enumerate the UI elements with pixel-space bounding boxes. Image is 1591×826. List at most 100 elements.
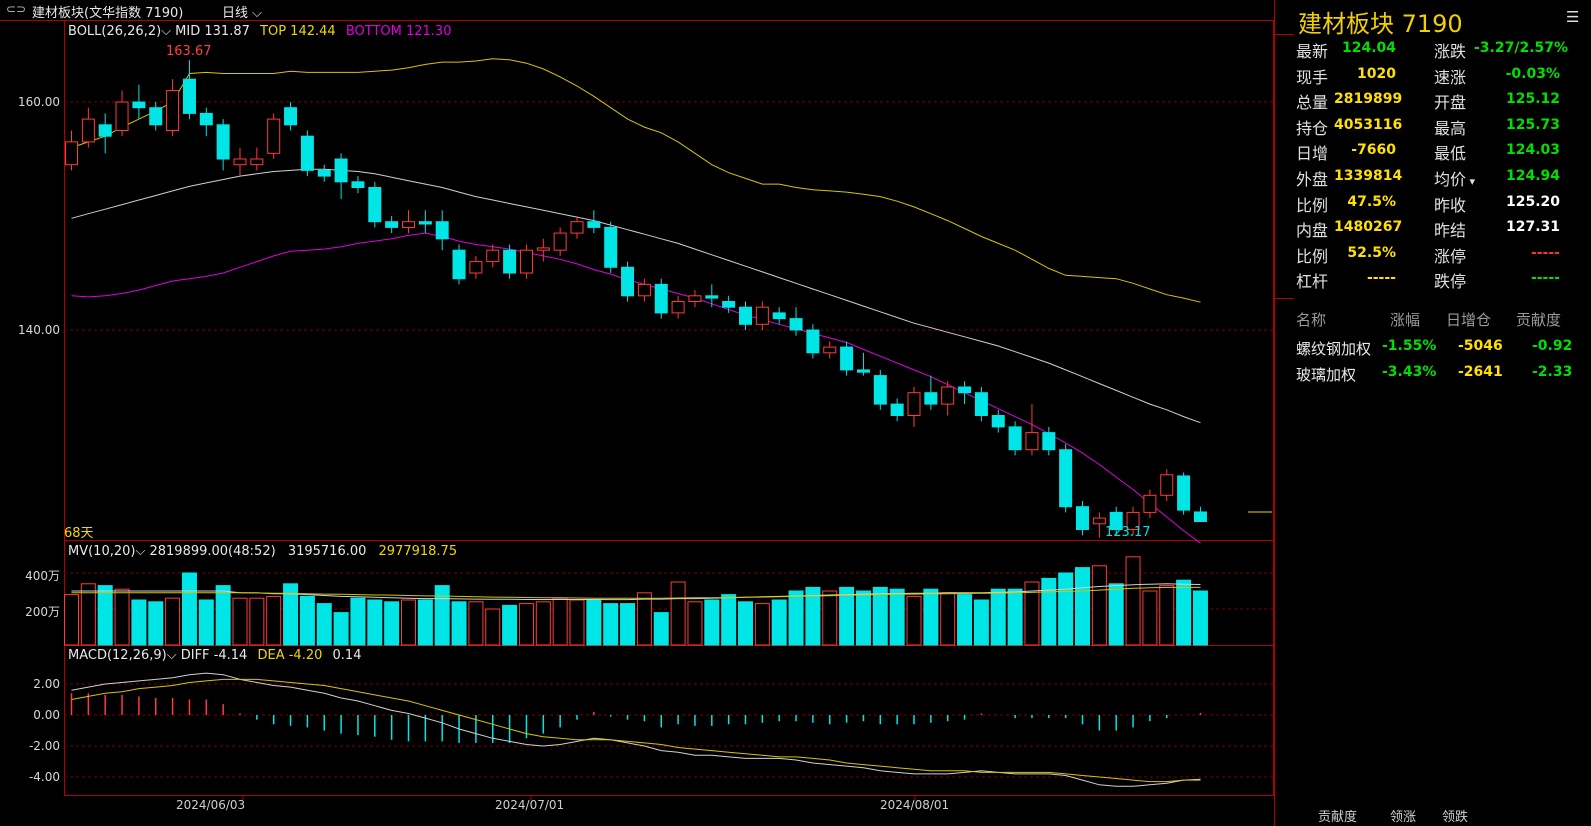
tab-contribution[interactable]: 贡献度 [1318, 810, 1358, 825]
candle [688, 295, 702, 302]
candle [351, 181, 365, 189]
candle [1126, 511, 1140, 531]
mv-ma20-value: 2977918.75 [378, 544, 458, 559]
boll-bottom-label: BOTTOM [345, 24, 402, 39]
candle [604, 226, 618, 268]
contrib-row[interactable]: 螺纹钢加权 -1.55% -5046 -0.92 [1294, 338, 1591, 360]
y-axis-label: 140.00 [18, 323, 60, 337]
volume-bar [232, 597, 248, 646]
contrib-column-header[interactable]: 日增仓 [1446, 311, 1492, 329]
macd-name[interactable]: MACD(12,26,9) [68, 648, 167, 663]
volume-bar [586, 599, 602, 646]
quote-value: -0.03% [1505, 65, 1560, 82]
candle [671, 301, 685, 314]
mv-name[interactable]: MV(10,20) [68, 544, 136, 559]
tab-top-gainers[interactable]: 领涨 [1390, 810, 1417, 825]
contrib-cell: -1.55% [1382, 338, 1437, 354]
candle [705, 295, 719, 299]
contrib-cell: -3.43% [1382, 364, 1437, 380]
chart-area[interactable] [0, 0, 1294, 826]
instrument-title[interactable]: 建材板块(文华指数 7190) [32, 6, 184, 21]
chevron-down-icon[interactable]: ⌵ [161, 24, 176, 39]
contrib-column-header[interactable]: 贡献度 [1516, 311, 1562, 329]
candle [115, 101, 129, 131]
volume-bar [738, 601, 753, 646]
macd-legend[interactable]: MACD(12,26,9)⌵ DIFF -4.14 DEA -4.20 0.14 [68, 648, 361, 663]
macd-diff-label: DIFF [180, 648, 210, 663]
candle [233, 158, 247, 166]
volume-bar [569, 599, 585, 646]
mv-legend[interactable]: MV(10,20)⌵ 2819899.00(48:52) 3195716.00 … [68, 544, 457, 559]
candle [284, 107, 298, 126]
contrib-row[interactable]: 玻璃加权 -3.43% -2641 -2.33 [1294, 364, 1591, 386]
boll-mid-value: 131.87 [204, 24, 250, 39]
volume-bar [181, 572, 197, 646]
candle [1008, 426, 1022, 451]
candle [1193, 511, 1207, 523]
candle [823, 346, 837, 354]
volume-bar [889, 588, 905, 646]
boll-mid-label: MID [175, 24, 201, 39]
tab-top-losers[interactable]: 领跌 [1442, 810, 1469, 825]
contrib-column-header[interactable]: 涨幅 [1390, 311, 1421, 329]
candle [924, 392, 938, 405]
caret-down-icon[interactable]: ▾ [1466, 175, 1476, 188]
volume-bar [518, 603, 534, 646]
quote-label: 最低 [1434, 144, 1467, 164]
contrib-cell: -2641 [1458, 364, 1503, 380]
volume-bar [1142, 590, 1158, 646]
boll-top-line [71, 58, 1201, 303]
volume-bar [872, 586, 888, 646]
quote-label: 均价 ▾ [1434, 170, 1476, 189]
volume-bar [1159, 585, 1175, 646]
candle [435, 221, 449, 240]
y-axis-label: 160.00 [18, 95, 60, 109]
volume-bar [249, 597, 265, 646]
candle [587, 221, 601, 228]
chevron-down-icon[interactable]: ⌵ [166, 648, 181, 663]
contrib-cell: -0.92 [1532, 338, 1573, 354]
candle [722, 301, 736, 308]
link-icon[interactable]: ⊂⊃ [6, 2, 27, 16]
volume-bar [384, 601, 400, 646]
candle [317, 169, 331, 177]
candle [536, 247, 550, 251]
volume-bar [990, 588, 1006, 646]
chart-title-bar: ⊂⊃ 建材板块(文华指数 7190) 日线 ⌵ [0, 0, 1294, 21]
candle [385, 221, 399, 228]
chevron-down-icon[interactable]: ⌵ [135, 544, 150, 559]
macd-value: 0.14 [332, 648, 362, 663]
quote-label: 持仓 [1296, 118, 1329, 138]
contrib-cell: 螺纹钢加权 [1296, 340, 1372, 358]
contrib-column-header[interactable]: 名称 [1296, 311, 1327, 329]
contrib-cell: -5046 [1458, 338, 1503, 354]
boll-bottom-value: 121.30 [405, 24, 452, 39]
volume-bar [923, 588, 939, 646]
boll-legend[interactable]: BOLL(26,26,2)⌵ MID 131.87 TOP 142.44 BOT… [68, 24, 451, 39]
candle [856, 369, 870, 373]
volume-bar [636, 592, 652, 646]
volume-bar [97, 585, 113, 646]
boll-name[interactable]: BOLL(26,26,2) [68, 24, 162, 39]
quote-label: 最新 [1296, 42, 1329, 61]
candle [991, 415, 1005, 428]
candle [132, 101, 146, 109]
volume-bar [687, 601, 703, 646]
volume-bar [215, 585, 231, 646]
quote-value: 125.12 [1505, 91, 1560, 108]
volume-bar [1058, 572, 1074, 646]
period-selector[interactable]: 日线 ⌵ [222, 6, 263, 21]
quote-value: -3.27/2.57% [1474, 40, 1569, 56]
quote-value: 127.31 [1505, 219, 1560, 236]
candle [250, 158, 264, 166]
candle [98, 124, 112, 137]
volume-bar [940, 592, 956, 646]
mv-ma10-value: 3195716.00 [287, 544, 367, 559]
list-icon[interactable]: ☰ [1566, 8, 1580, 26]
volume-bar [1192, 590, 1208, 646]
y-axis-label: -2.00 [28, 739, 60, 753]
boll-top-value: 142.44 [290, 24, 336, 39]
quote-value: 4053116 [1334, 116, 1403, 133]
candle [1177, 475, 1191, 511]
volume-bar [1024, 581, 1040, 646]
